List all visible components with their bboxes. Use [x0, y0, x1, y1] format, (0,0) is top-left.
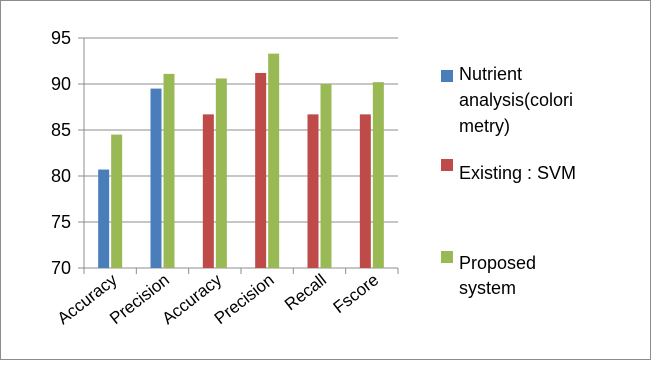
bar-proposed-system-2 — [163, 73, 175, 268]
y-tick-label: 85 — [51, 120, 71, 140]
bar-existing-svm-6 — [359, 114, 371, 268]
bar-nutrient-analysis-colorimetry-1 — [98, 169, 110, 268]
bar-existing-svm-5 — [307, 114, 319, 268]
axes — [78, 37, 399, 274]
legend-label: analysis(colori — [459, 90, 573, 110]
legend-label: Existing : SVM — [459, 163, 576, 183]
y-tick-label: 75 — [51, 212, 71, 232]
legend-label: metry) — [459, 116, 510, 136]
bar-proposed-system-3 — [215, 78, 227, 268]
legend: Nutrient analysis(colori metry) Existing : … — [441, 64, 576, 298]
gridlines — [84, 37, 398, 223]
bar-proposed-system-6 — [372, 82, 384, 268]
bar-existing-svm-3 — [202, 114, 214, 268]
bar-proposed-system-4 — [268, 53, 280, 268]
legend-label: system — [459, 278, 516, 298]
bar-proposed-system-1 — [111, 134, 123, 268]
bar-proposed-system-5 — [320, 84, 332, 268]
y-tick-label: 95 — [51, 28, 71, 48]
x-tick-label: Recall — [281, 270, 330, 314]
x-tick-label: Precision — [211, 270, 278, 328]
y-tick-label: 80 — [51, 166, 71, 186]
y-tick-labels: 70 75 80 85 90 95 — [51, 28, 71, 278]
y-tick-label: 90 — [51, 74, 71, 94]
x-tick-label: Fscore — [330, 270, 383, 317]
bar-nutrient-analysis-colorimetry-2 — [150, 88, 162, 268]
y-tick-label: 70 — [51, 258, 71, 278]
bar-existing-svm-4 — [255, 72, 267, 269]
legend-swatch — [441, 159, 453, 171]
bars — [98, 53, 384, 269]
legend-swatch — [441, 70, 453, 82]
legend-label: Proposed — [459, 253, 536, 273]
legend-swatch — [441, 251, 453, 263]
legend-label: Nutrient — [459, 64, 522, 84]
